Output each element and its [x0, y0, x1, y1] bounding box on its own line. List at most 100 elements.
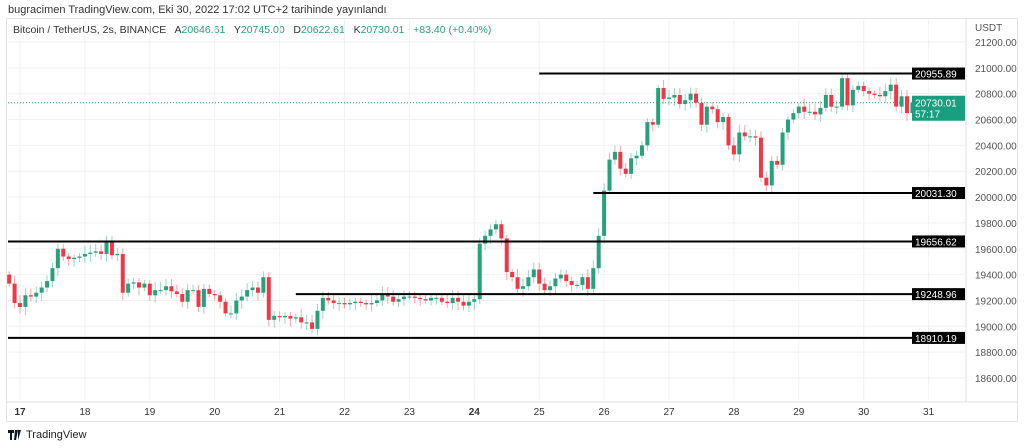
candle-up [553, 278, 558, 287]
candle-up [667, 97, 671, 99]
candle-down [120, 253, 125, 293]
candle-down [12, 283, 17, 304]
candle-down [7, 274, 12, 284]
candle-up [639, 145, 644, 156]
candle-up [228, 313, 233, 315]
candle-up [493, 224, 498, 230]
candle-up [77, 256, 82, 258]
candle-down [461, 301, 466, 306]
candle-down [845, 78, 850, 106]
y-tick-label: 19800.00 [975, 219, 1017, 230]
current-price-label: 20730.01 [915, 99, 957, 110]
candle-down [726, 116, 731, 146]
candle-up [612, 151, 617, 160]
candle-down [364, 303, 369, 305]
candle-up [520, 286, 525, 289]
level-price-label: 20031.30 [915, 189, 957, 200]
candle-up [104, 242, 109, 254]
candle-up [353, 301, 358, 304]
candle-up [785, 119, 790, 133]
candle-up [780, 132, 785, 165]
candle-down [802, 106, 807, 112]
candle-down [764, 177, 769, 186]
candle-down [813, 111, 818, 115]
candle-up [629, 158, 634, 174]
candle-down [710, 106, 715, 110]
candle-up [429, 297, 434, 301]
symbol-legend: Bitcoin / TetherUS, 2s, BINANCE A20646.6… [13, 24, 492, 36]
candle-down [564, 274, 569, 282]
candle-up [850, 89, 855, 106]
high-value: 20745.00 [240, 24, 285, 36]
candle-down [753, 136, 758, 138]
candle-down [894, 84, 899, 107]
candle-up [596, 235, 601, 269]
candle-down [266, 277, 271, 320]
candle-up [88, 252, 93, 254]
candle-up [796, 106, 801, 114]
y-tick-label: 20600.00 [975, 116, 1017, 127]
candle-up [645, 122, 650, 146]
candle-up [818, 107, 823, 115]
low-value: 20622.61 [301, 24, 345, 36]
candle-down [661, 88, 666, 99]
x-tick-label: 30 [858, 407, 870, 418]
candle-down [66, 256, 71, 260]
candle-down [731, 145, 736, 155]
candle-down [537, 269, 542, 284]
x-tick-label: 28 [728, 407, 740, 418]
candle-down [331, 300, 336, 304]
candle-down [310, 322, 315, 329]
y-tick-label: 19400.00 [975, 271, 1017, 282]
candle-down [288, 315, 293, 319]
candle-up [369, 303, 374, 305]
tradingview-logo-icon [8, 430, 21, 440]
candle-up [374, 300, 379, 304]
candle-up [164, 286, 169, 291]
y-tick-label: 20800.00 [975, 90, 1017, 101]
candle-up [558, 274, 563, 279]
level-price-badge [912, 288, 965, 301]
y-tick-label: 20200.00 [975, 167, 1017, 178]
candle-up [261, 277, 266, 293]
candle-down [136, 282, 141, 288]
candle-down [255, 287, 260, 293]
candle-down [623, 168, 628, 174]
candle-up [185, 290, 190, 302]
candle-down [423, 299, 428, 301]
candle-down [445, 301, 450, 304]
candle-down [212, 293, 217, 296]
candle-down [207, 288, 212, 294]
candle-up [82, 253, 87, 257]
candle-up [840, 78, 845, 107]
level-price-badge [912, 67, 965, 80]
candle-down [174, 291, 179, 294]
candle-up [407, 296, 412, 298]
candle-up [55, 248, 60, 269]
candle-up [380, 293, 385, 301]
candle-up [704, 106, 709, 125]
candle-up [472, 299, 477, 302]
candle-down [299, 317, 304, 323]
candle-down [775, 160, 780, 165]
y-tick-label: 21000.00 [975, 64, 1017, 75]
level-price-label: 20955.89 [915, 70, 957, 81]
candle-up [337, 303, 342, 305]
candle-up [293, 317, 298, 319]
candle-down [618, 151, 623, 169]
level-price-label: 19656.62 [915, 237, 957, 248]
candle-up [688, 93, 693, 101]
change-value: +83.40 (+0.40%) [413, 24, 492, 36]
y-tick-label: 21200.00 [975, 38, 1017, 49]
candle-down [861, 85, 866, 92]
candle-down [877, 94, 882, 97]
x-tick-label: 18 [79, 407, 91, 418]
x-tick-label: 23 [404, 407, 416, 418]
candle-up [72, 257, 77, 260]
candle-down [439, 297, 444, 302]
candle-down [515, 277, 520, 289]
candle-down [542, 283, 547, 291]
candle-down [872, 93, 877, 95]
y-tick-label: 20000.00 [975, 193, 1017, 204]
